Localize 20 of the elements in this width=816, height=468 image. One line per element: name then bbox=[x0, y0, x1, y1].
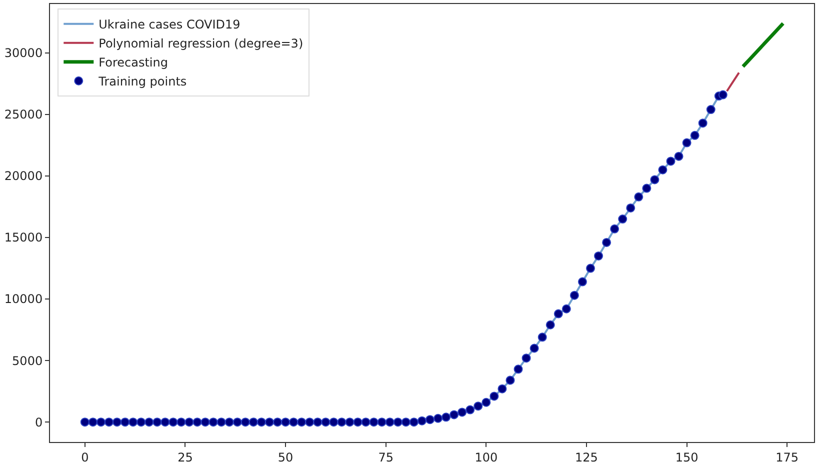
x-tick-label: 0 bbox=[81, 450, 89, 464]
legend-label: Ukraine cases COVID19 bbox=[98, 18, 240, 32]
y-tick-label: 20000 bbox=[4, 169, 43, 184]
x-tick-label: 125 bbox=[575, 450, 598, 464]
x-tick-label: 175 bbox=[776, 450, 799, 464]
y-tick-label: 10000 bbox=[4, 292, 43, 306]
x-tick-label: 25 bbox=[178, 450, 193, 464]
legend-label: Polynomial regression (degree=3) bbox=[98, 36, 304, 51]
y-tick-label: 0 bbox=[34, 415, 43, 430]
y-tick-label: 30000 bbox=[4, 46, 43, 60]
x-tick-label: 50 bbox=[278, 450, 294, 464]
legend-label: Training points bbox=[98, 74, 187, 89]
line-series bbox=[741, 22, 785, 68]
y-tick-label: 5000 bbox=[12, 354, 43, 368]
x-tick-label: 75 bbox=[378, 450, 394, 464]
x-tick-label: 100 bbox=[474, 450, 498, 464]
y-tick-label: 15000 bbox=[4, 230, 43, 245]
legend-label: Forecasting bbox=[98, 56, 168, 70]
x-tick-label: 150 bbox=[675, 450, 698, 464]
y-tick-label: 25000 bbox=[4, 108, 43, 122]
